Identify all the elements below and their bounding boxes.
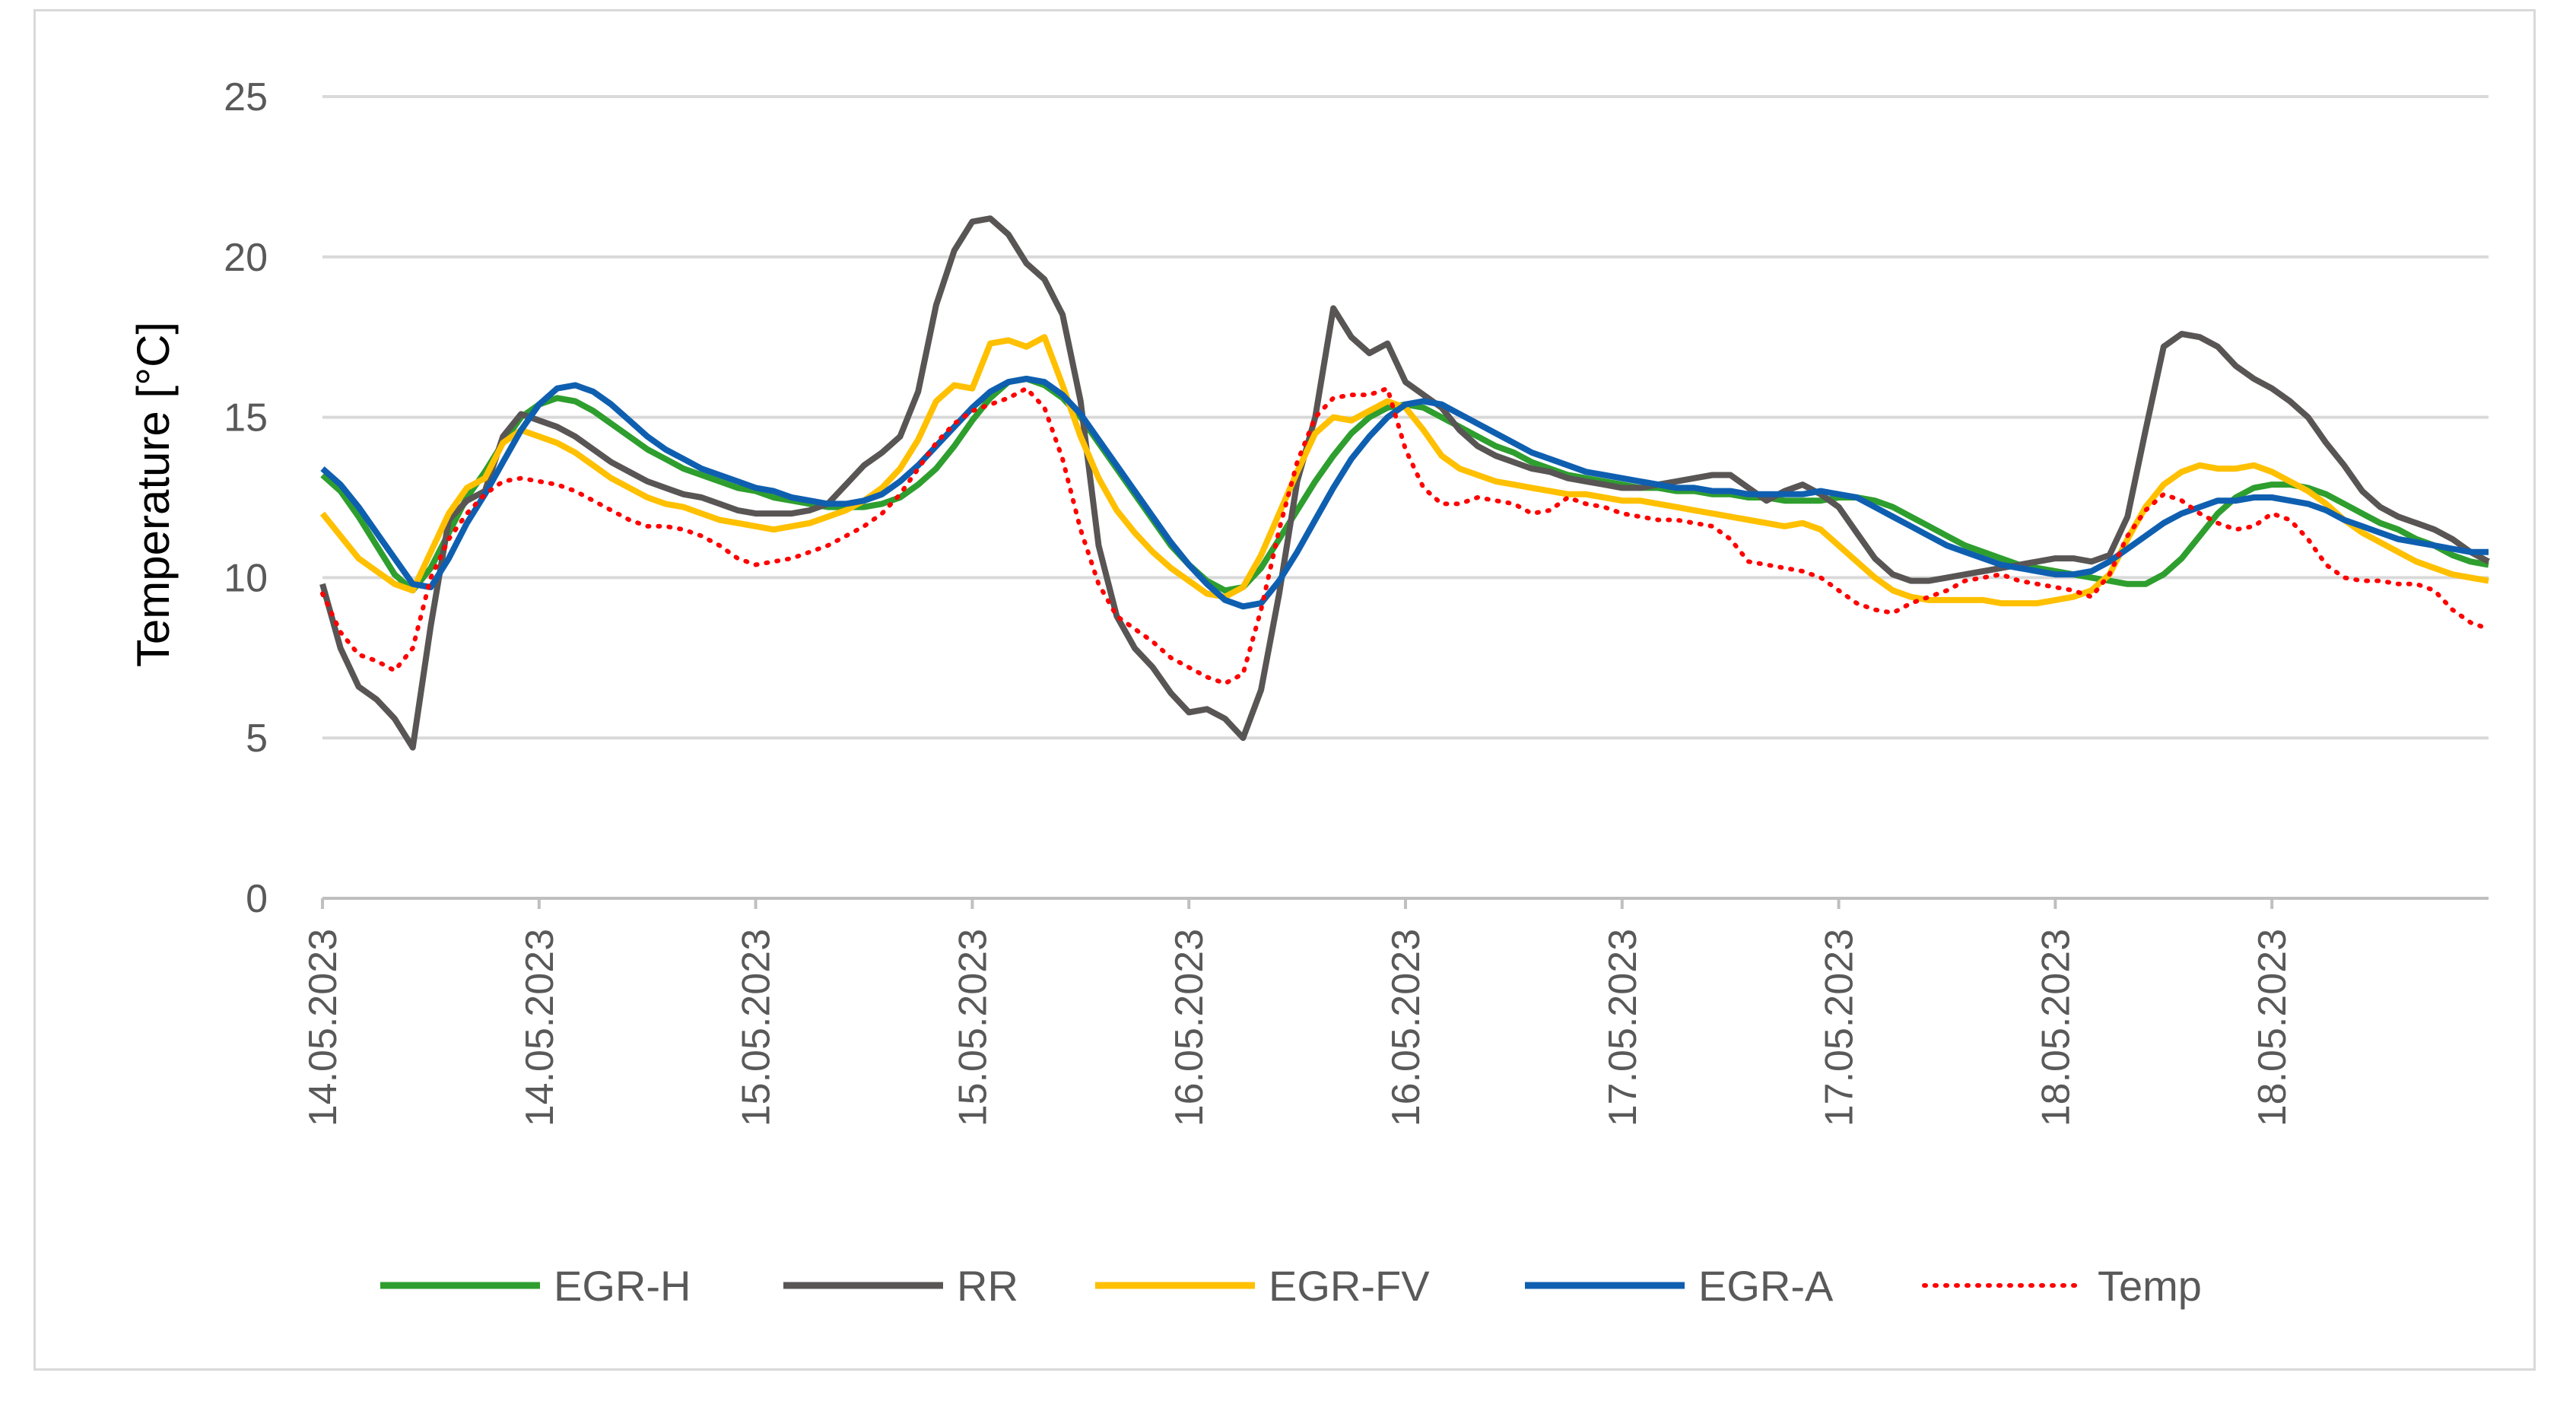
chart-frame <box>33 9 2536 1371</box>
x-tick-label: 14.05.2023 <box>518 929 562 1126</box>
x-tick-label: 17.05.2023 <box>1601 929 1645 1126</box>
x-tick-label: 18.05.2023 <box>2250 929 2295 1126</box>
y-axis-label: Temperature [°C] <box>128 322 179 667</box>
x-tick-label: 18.05.2023 <box>2034 929 2078 1126</box>
legend-label: Temp <box>2098 1262 2202 1310</box>
x-tick-label: 16.05.2023 <box>1167 929 1212 1126</box>
legend: EGR-H RR EGR-FV EGR-A Temp <box>380 1262 2202 1310</box>
y-tick-label: 0 <box>246 877 268 921</box>
legend-label: RR <box>957 1262 1018 1310</box>
x-tick-label: 14.05.2023 <box>301 929 345 1126</box>
x-tick-label: 15.05.2023 <box>951 929 995 1126</box>
y-tick-label: 15 <box>224 396 268 440</box>
x-axis: 14.05.2023 14.05.2023 15.05.2023 15.05.2023… <box>301 897 2489 1126</box>
series-line-rr <box>319 215 2490 751</box>
legend-label: EGR-A <box>1698 1262 1834 1310</box>
legend-label: EGR-H <box>554 1262 691 1310</box>
y-axis-ticks: 0 5 10 15 20 25 <box>224 75 268 921</box>
x-tick-label: 17.05.2023 <box>1818 929 1862 1126</box>
y-tick-label: 20 <box>224 236 268 280</box>
series-line-egr-a <box>320 376 2489 610</box>
series-line-temp <box>320 386 2491 686</box>
x-tick-label: 16.05.2023 <box>1384 929 1428 1126</box>
series-lines <box>319 215 2491 751</box>
y-tick-label: 25 <box>224 75 268 119</box>
legend-label: EGR-FV <box>1269 1262 1430 1310</box>
y-tick-label: 10 <box>224 556 268 600</box>
x-tick-label: 15.05.2023 <box>735 929 779 1126</box>
y-tick-label: 5 <box>246 717 268 761</box>
